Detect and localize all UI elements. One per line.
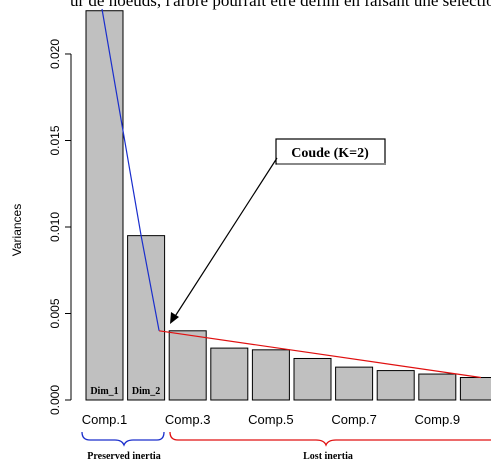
y-axis: 0.000 0.005 0.010 0.015 0.020: [48, 39, 72, 415]
y-tick-label: 0.020: [48, 39, 62, 69]
bar-comp-8: [376, 370, 415, 401]
x-tick-label: Comp.3: [165, 412, 211, 427]
y-tick-label: 0.015: [48, 125, 62, 155]
top-cropped-text: ur de noeuds, l'arbre pourrait être défi…: [70, 0, 491, 10]
annotation-arrowhead: [170, 312, 179, 324]
bar-comp-7: [335, 366, 374, 401]
annotation-arrow-line: [173, 157, 278, 319]
x-axis: Comp.1 Comp.3 Comp.5 Comp.7 Comp.9: [82, 412, 460, 427]
bar-comp-10: [459, 377, 491, 401]
elbow-lines: [101, 8, 481, 379]
annotation-text: Coude (K=2): [291, 146, 369, 161]
lost-inertia-brace: [169, 431, 491, 447]
steep-slope-line: [101, 8, 160, 331]
preserved-inertia-label: Preserved inertia: [87, 451, 160, 462]
x-tick-label: Comp.5: [248, 412, 294, 427]
lost-inertia-label: Lost inertia: [303, 451, 353, 462]
bar-comp-6: [293, 357, 332, 401]
x-tick-label: Comp.7: [331, 412, 377, 427]
bar-comp-4: [210, 347, 249, 401]
bar-comp-1: [85, 10, 124, 401]
annotation-box-shadow: [277, 163, 386, 165]
bar-comp-5: [251, 349, 290, 401]
y-tick-label: 0.000: [48, 385, 62, 415]
y-tick-label: 0.010: [48, 212, 62, 242]
x-tick-label: Comp.1: [82, 412, 128, 427]
x-tick-label: Comp.9: [415, 412, 461, 427]
bar-comp-3: [168, 330, 207, 401]
flat-slope-line: [159, 330, 481, 379]
bars-group: Dim_1 Dim_2: [85, 10, 491, 401]
bar-label-1: Dim_1: [90, 386, 118, 397]
bar-comp-9: [418, 373, 457, 401]
y-axis-title: Variances: [10, 204, 24, 256]
y-tick-label: 0.005: [48, 298, 62, 328]
bar-label-2: Dim_2: [132, 386, 160, 397]
preserved-inertia-brace: [81, 431, 165, 447]
